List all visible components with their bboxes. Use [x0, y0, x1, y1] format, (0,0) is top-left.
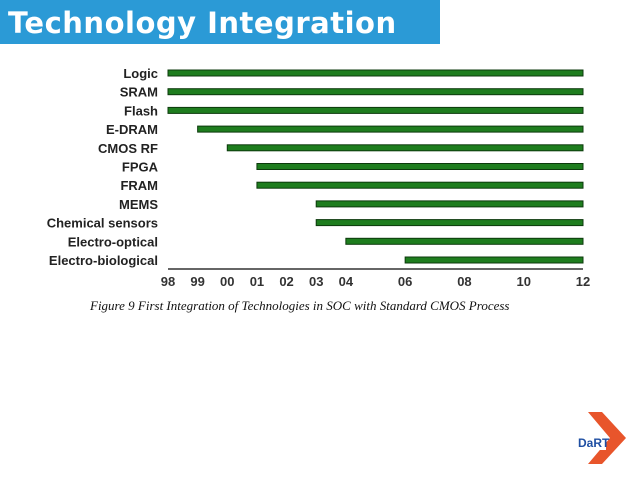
x-tick-label: 98	[161, 274, 175, 289]
category-label: Electro-biological	[49, 253, 158, 268]
x-tick-label: 02	[279, 274, 293, 289]
category-label: MEMS	[119, 197, 158, 212]
x-tick-label: 08	[457, 274, 471, 289]
x-tick-label: 00	[220, 274, 234, 289]
category-label: Flash	[124, 103, 158, 118]
slide-title: Technology Integration	[8, 6, 397, 40]
category-label: Electro-optical	[68, 234, 158, 249]
logo-text-backdrop	[576, 434, 606, 450]
integration-bar	[167, 69, 584, 77]
integration-bar	[256, 163, 584, 170]
integration-bar	[197, 125, 584, 133]
integration-bar	[404, 256, 584, 264]
category-label: FRAM	[120, 178, 158, 193]
title-bar	[0, 0, 440, 44]
integration-bar	[167, 88, 584, 96]
integration-bar	[167, 106, 584, 114]
x-tick-label: 03	[309, 274, 323, 289]
x-tick-label: 06	[398, 274, 412, 289]
x-tick-label: 12	[576, 274, 590, 289]
integration-bar	[315, 219, 584, 227]
technology-integration-chart: Logic SRAM Flash E-DRAM CMOS RF FPGA FRAM MEMS C…	[47, 66, 591, 289]
category-label: Logic	[123, 66, 158, 81]
x-tick-label: 99	[190, 274, 204, 289]
category-label: CMOS RF	[98, 141, 158, 156]
category-label: E-DRAM	[106, 122, 158, 137]
x-tick-label: 04	[339, 274, 354, 289]
integration-bar	[256, 181, 584, 189]
logo-chevron-shape	[588, 412, 626, 464]
integration-bar	[315, 200, 584, 208]
category-label: FPGA	[122, 160, 159, 175]
integration-bar	[345, 237, 584, 245]
figure-caption: Figure 9 First Integration of Technologi…	[90, 298, 510, 313]
dart-logo: DaRT	[576, 412, 626, 464]
integration-bar	[226, 144, 584, 152]
category-label: Chemical sensors	[47, 216, 158, 231]
x-tick-label: 01	[250, 274, 264, 289]
x-tick-label: 10	[516, 274, 530, 289]
logo-text: DaRT	[578, 436, 610, 450]
category-label: SRAM	[120, 85, 158, 100]
